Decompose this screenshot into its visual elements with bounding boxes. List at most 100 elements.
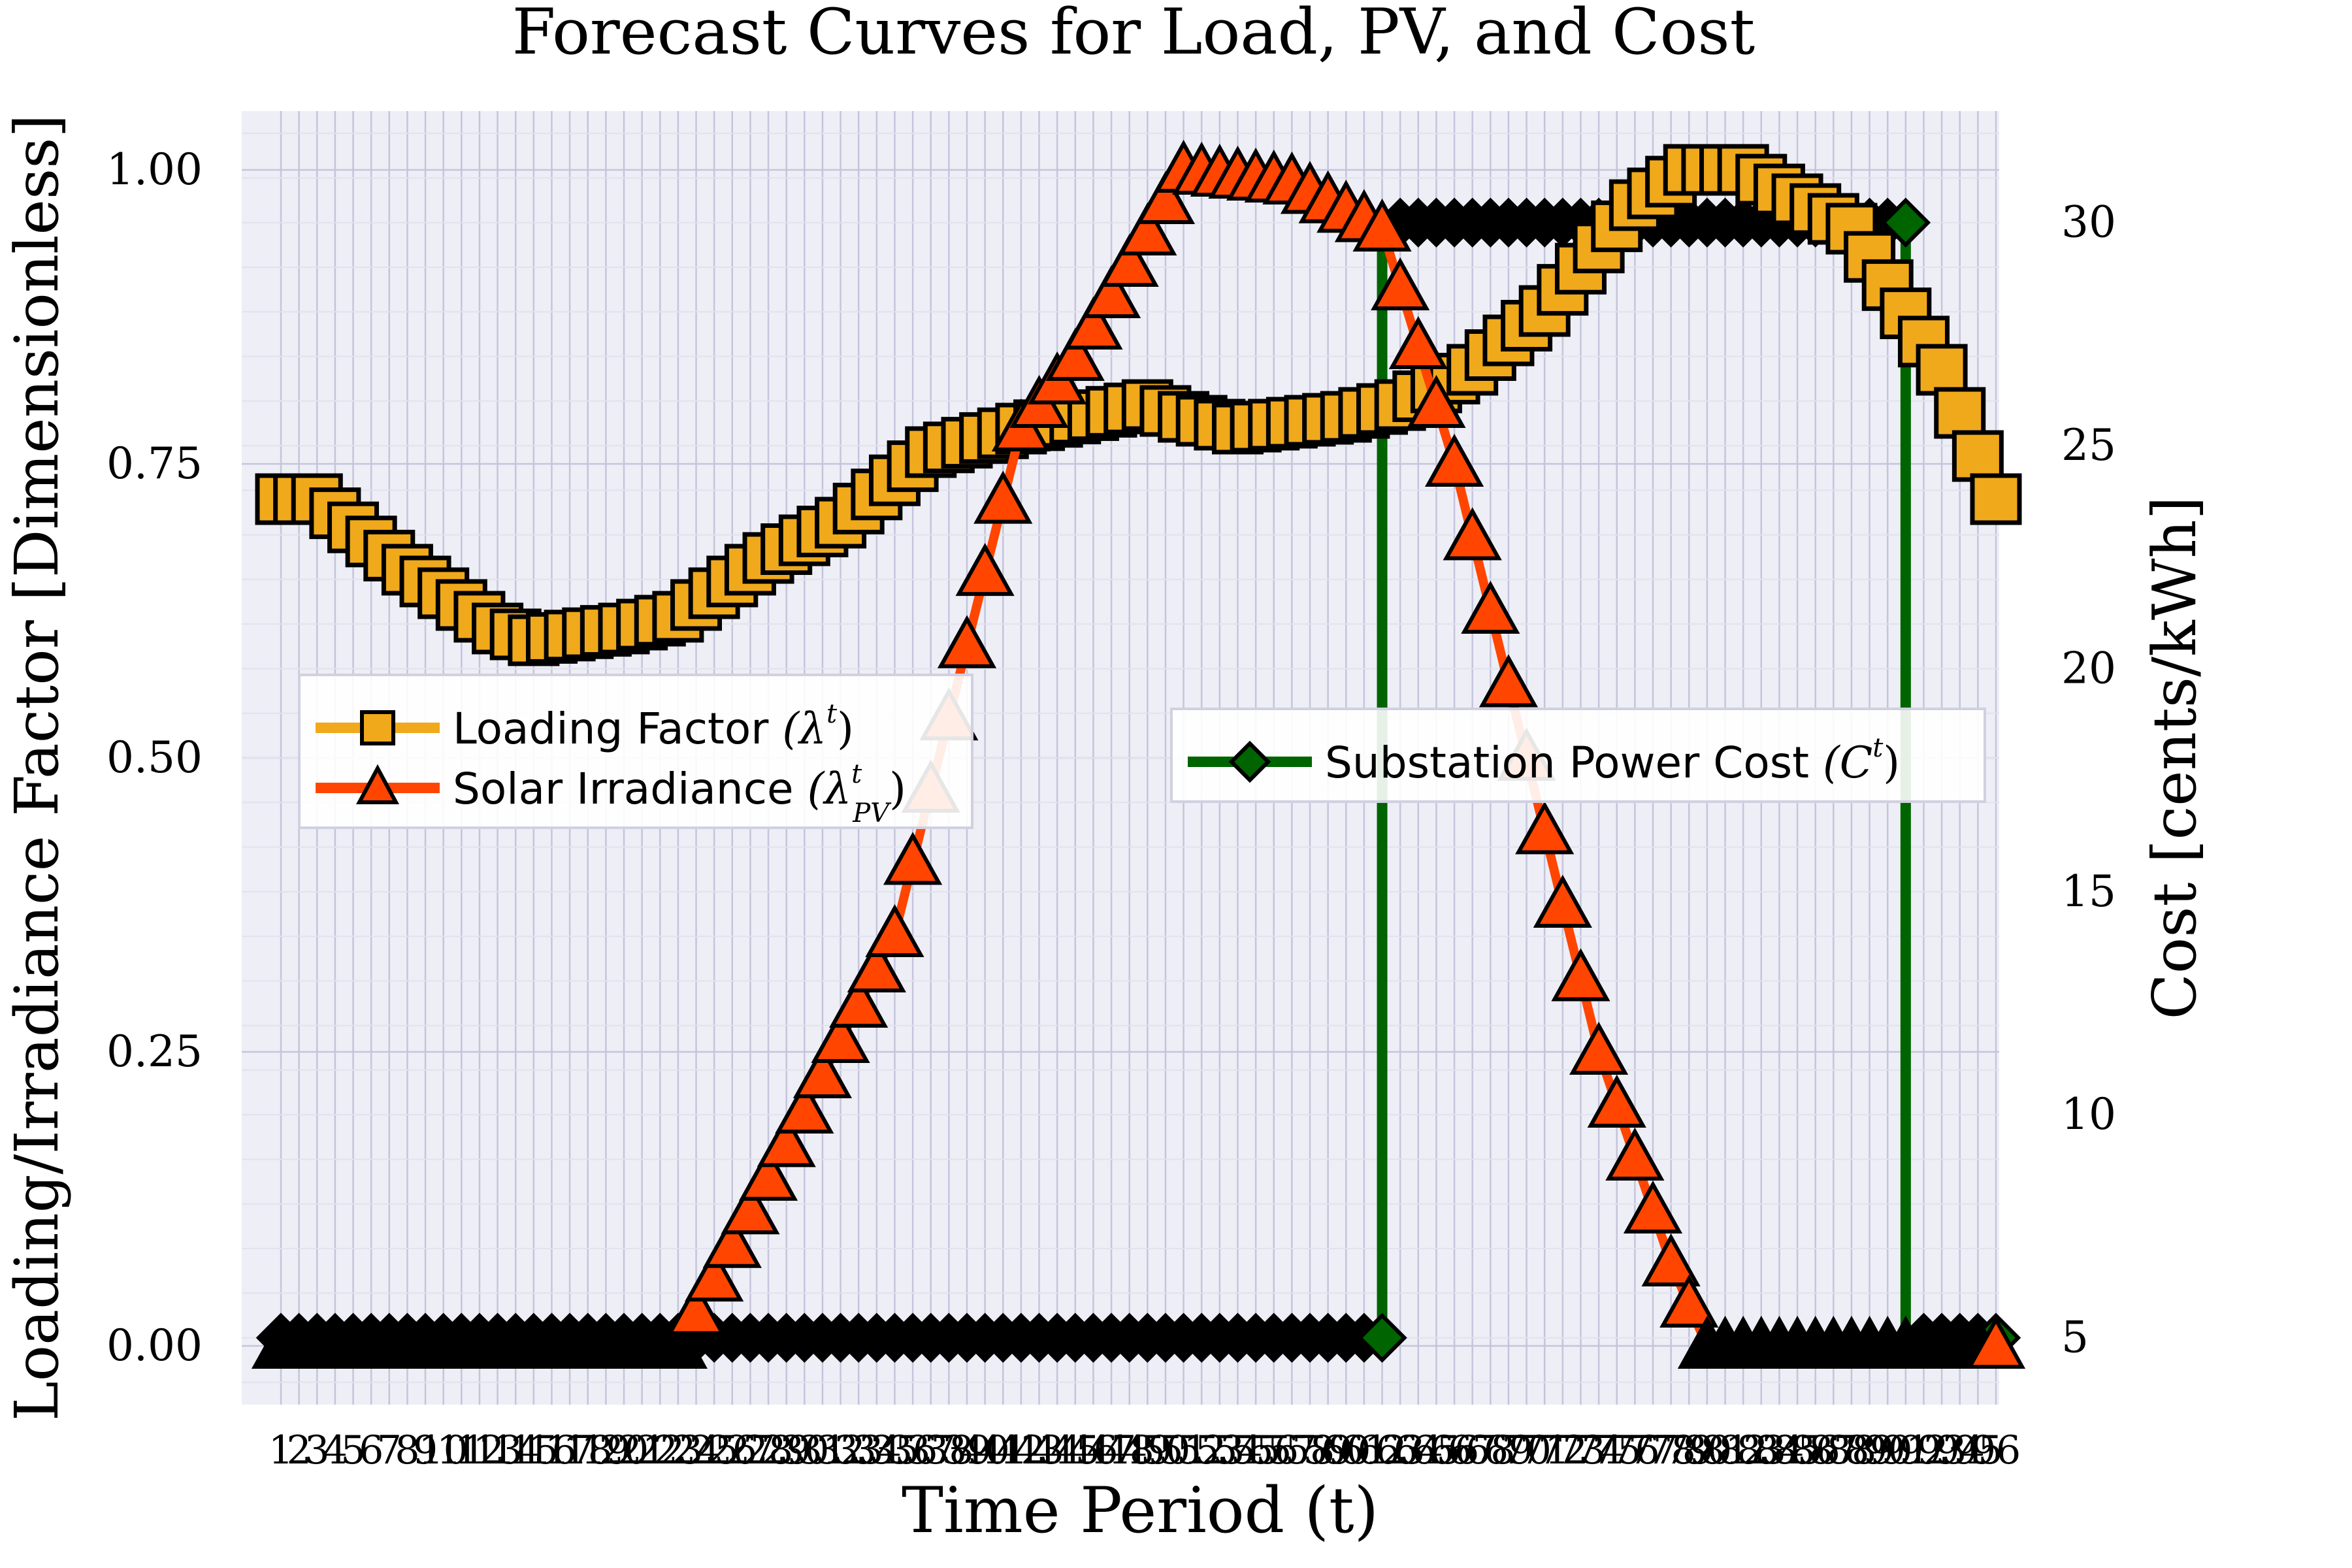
- pv-point: [865, 904, 924, 957]
- pv-point: [829, 974, 889, 1028]
- x-tick-label: 48: [1105, 1428, 1154, 1473]
- x-tick-label: 89: [1844, 1428, 1894, 1473]
- pv-point: [1135, 171, 1196, 224]
- x-axis-ticks: 1234567891011121314151617181920212223242…: [269, 1428, 2021, 1473]
- x-tick-label: 35: [870, 1428, 919, 1473]
- pv-point: [1551, 948, 1610, 1002]
- x-tick-label: 33: [834, 1428, 883, 1473]
- x-tick-label: 24: [671, 1428, 721, 1473]
- x-tick-label: 61: [1339, 1428, 1389, 1473]
- x-tick-label: 88: [1827, 1428, 1876, 1473]
- left-axis-ticks: 0.00 0.25 0.50 0.75 1.00: [106, 144, 203, 1371]
- y-tick-label-left: 0.50: [106, 732, 203, 783]
- x-tick-label: 19: [581, 1428, 630, 1473]
- x-tick-label: 23: [653, 1428, 703, 1473]
- x-tick-label: 53: [1195, 1428, 1245, 1473]
- x-tick-label: 86: [1791, 1428, 1840, 1473]
- x-tick-label: 31: [798, 1428, 847, 1473]
- pv-point: [702, 1215, 762, 1268]
- x-tick-label: 36: [888, 1428, 938, 1473]
- y-tick-label-right: 5: [2061, 1313, 2089, 1363]
- x-tick-label: 43: [1014, 1428, 1064, 1473]
- pv-point: [1443, 507, 1502, 561]
- chart-title: Forecast Curves for Load, PV, and Cost: [512, 0, 1756, 69]
- pv-point: [1081, 265, 1141, 318]
- x-tick-label: 72: [1538, 1428, 1588, 1473]
- x-tick-label: 64: [1394, 1428, 1443, 1473]
- x-tick-label: 65: [1411, 1428, 1461, 1473]
- x-tick-label: 32: [815, 1428, 865, 1473]
- x-tick-label: 60: [1321, 1428, 1371, 1473]
- x-tick-label: 81: [1700, 1428, 1750, 1473]
- x-tick-label: 82: [1718, 1428, 1768, 1473]
- x-tick-label: 30: [779, 1428, 829, 1473]
- x-tick-label: 4: [323, 1428, 348, 1473]
- pv-point: [847, 939, 906, 992]
- x-tick-label: 95: [1953, 1428, 2002, 1473]
- y-tick-label-left: 1.00: [106, 144, 203, 195]
- x-tick-label: 44: [1032, 1428, 1082, 1473]
- x-tick-label: 57: [1267, 1428, 1316, 1473]
- legend-box: [1170, 708, 1986, 803]
- pv-point: [1533, 874, 1592, 928]
- pv-point: [955, 542, 1015, 596]
- right-axis-ticks: 5 10 15 20 25 30: [2061, 197, 2116, 1363]
- x-tick-label: 16: [527, 1428, 576, 1473]
- x-tick-label: 6: [359, 1428, 384, 1473]
- pv-point: [685, 1248, 744, 1302]
- pv-point: [648, 1315, 708, 1369]
- x-tick-label: 2: [287, 1428, 312, 1473]
- pv-point: [792, 1045, 853, 1098]
- load-point: [1916, 344, 1968, 396]
- x-tick-label: 10: [419, 1428, 468, 1473]
- x-tick-label: 15: [509, 1428, 559, 1473]
- x-tick-label: 55: [1231, 1428, 1281, 1473]
- x-tick-label: 25: [689, 1428, 739, 1473]
- pv-point: [1407, 374, 1466, 428]
- x-tick-label: 58: [1285, 1428, 1335, 1473]
- x-tick-label: 71: [1520, 1428, 1569, 1473]
- x-tick-label: 8: [395, 1428, 419, 1473]
- legend-marker-triangle: [355, 764, 400, 804]
- x-axis-label: Time Period (t): [902, 1474, 1379, 1547]
- y-tick-label-left: 0.75: [106, 438, 203, 489]
- x-tick-label: 91: [1881, 1428, 1931, 1473]
- y-tick-label-left: 0.00: [106, 1320, 203, 1371]
- x-tick-label: 7: [377, 1428, 402, 1473]
- x-tick-label: 40: [960, 1428, 1009, 1473]
- y-tick-label-right: 15: [2061, 866, 2116, 917]
- x-tick-label: 68: [1465, 1428, 1515, 1473]
- x-tick-label: 26: [708, 1428, 757, 1473]
- x-tick-label: 78: [1646, 1428, 1695, 1473]
- x-tick-label: 29: [762, 1428, 811, 1473]
- x-tick-label: 87: [1808, 1428, 1858, 1473]
- x-tick-label: 67: [1448, 1428, 1497, 1473]
- load-point: [1952, 430, 2004, 482]
- y-tick-label-left: 0.25: [106, 1026, 203, 1077]
- x-tick-label: 27: [725, 1428, 775, 1473]
- x-tick-label: 66: [1429, 1428, 1479, 1473]
- cost-point: [1357, 1313, 1407, 1363]
- x-tick-label: 50: [1141, 1428, 1190, 1473]
- pv-point: [811, 1009, 870, 1063]
- pv-point: [883, 832, 943, 885]
- pv-point: [1424, 433, 1484, 487]
- pv-point: [1478, 654, 1539, 708]
- y-axis-label-right: Cost [cents/kWh]: [2140, 497, 2210, 1020]
- legend-label: Substation Power Cost (Ct): [1325, 733, 1900, 788]
- x-tick-label: 92: [1899, 1428, 1948, 1473]
- x-tick-label: 18: [563, 1428, 613, 1473]
- pv-point: [775, 1080, 834, 1134]
- pv-point: [1118, 202, 1177, 255]
- x-tick-label: 22: [635, 1428, 685, 1473]
- legend-marker-square: [360, 710, 395, 745]
- pv-point: [1100, 233, 1159, 287]
- x-tick-label: 14: [491, 1428, 540, 1473]
- x-tick-label: 42: [996, 1428, 1046, 1473]
- x-tick-label: 21: [617, 1428, 666, 1473]
- pv-point: [1045, 327, 1105, 381]
- legend-marker-diamond: [1228, 740, 1271, 783]
- x-tick-label: 94: [1935, 1428, 1985, 1473]
- y-axis-label-left: Loading/Irradiance Factor [Dimensionless…: [2, 114, 72, 1422]
